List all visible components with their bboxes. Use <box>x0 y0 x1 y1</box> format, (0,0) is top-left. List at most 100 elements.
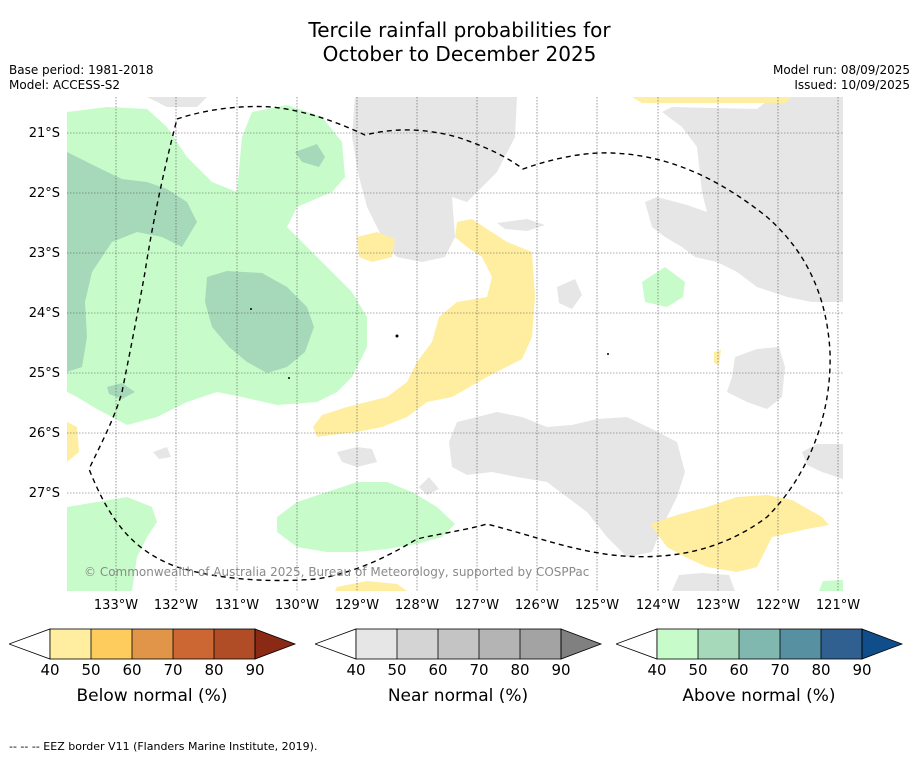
near-region-small-5 <box>153 447 171 459</box>
footer-legend: -- -- -- EEZ border V11 (Flanders Marine… <box>9 740 318 753</box>
below-region-small-top <box>357 232 395 262</box>
marker-1 <box>250 308 252 310</box>
near-region-east-bottom <box>802 444 843 479</box>
lat-label: 27°S <box>28 486 60 501</box>
colorbar-near-tick: 70 <box>469 661 489 679</box>
colorbar-above-svg <box>614 628 904 660</box>
colorbar-below-tick: 80 <box>204 661 224 679</box>
colorbar-above-title: Above normal (%) <box>682 686 836 706</box>
below-region-west-edge <box>67 422 79 462</box>
colorbar-near-tick: 90 <box>551 661 571 679</box>
model-run: Model run: 08/09/2025 <box>772 63 910 77</box>
lon-label: 133°W <box>93 598 139 613</box>
near-region-bottom-right <box>672 573 735 591</box>
lat-label: 25°S <box>28 366 60 381</box>
colorbar-swatch <box>397 629 438 659</box>
colorbar-near-tick: 50 <box>387 661 407 679</box>
colorbar-near-tick: 60 <box>428 661 448 679</box>
near-region-top-center <box>352 97 517 262</box>
colorbar-swatch <box>780 629 821 659</box>
map-svg <box>67 97 843 591</box>
colorbar-swatch <box>739 629 780 659</box>
colorbar-swatch <box>479 629 520 659</box>
below-region-small-east <box>714 350 721 365</box>
colorbar-swatch <box>91 629 132 659</box>
colorbar-below-tick: 70 <box>163 661 183 679</box>
lon-label: 128°W <box>394 598 440 613</box>
issued-date: Issued: 10/09/2025 <box>794 78 910 92</box>
marker-4 <box>288 377 290 379</box>
colorbar-below-svg <box>7 628 297 660</box>
near-region-east-mid <box>727 347 785 409</box>
above-normal-dark-regions <box>67 144 325 399</box>
above-region-corner <box>819 580 843 591</box>
map-canvas <box>67 97 843 591</box>
colorbar-swatch <box>356 629 397 659</box>
lon-label: 123°W <box>695 598 741 613</box>
above-dark-center <box>205 271 314 373</box>
above-region-south-center <box>277 482 455 552</box>
lon-label: 125°W <box>574 598 620 613</box>
small-markers <box>250 308 609 379</box>
lon-label: 126°W <box>514 598 560 613</box>
colorbar-above-tick: 60 <box>729 661 749 679</box>
lon-label: 121°W <box>815 598 861 613</box>
lon-label: 127°W <box>454 598 500 613</box>
lon-label: 131°W <box>214 598 260 613</box>
colorbar-near-tick: 80 <box>510 661 530 679</box>
colorbar-below-tick: 60 <box>122 661 142 679</box>
below-region-center <box>313 219 535 437</box>
below-normal-regions <box>67 97 829 591</box>
title-line-2: October to December 2025 <box>322 42 597 66</box>
colorbar-below-tick: 90 <box>245 661 265 679</box>
lat-label: 22°S <box>28 186 60 201</box>
colorbar-near-title: Near normal (%) <box>387 686 529 706</box>
above-dark-top <box>295 144 325 167</box>
lon-label: 124°W <box>635 598 681 613</box>
eez-border <box>88 105 831 582</box>
colorbar-above-tick: 70 <box>770 661 790 679</box>
colorbar-swatch <box>173 629 214 659</box>
meta-left: Base period: 1981-2018 Model: ACCESS-S2 <box>9 63 154 93</box>
above-region-east-small <box>642 267 685 307</box>
colorbar-above-tick: 50 <box>688 661 708 679</box>
near-region-center-bottom <box>449 412 685 557</box>
colorbar-near <box>313 627 605 661</box>
colorbar-swatch <box>821 629 862 659</box>
colorbar-above-tick: 40 <box>647 661 667 679</box>
near-region-small-2 <box>497 219 545 231</box>
colorbar-swatch <box>657 629 698 659</box>
below-region-top-right <box>632 97 792 103</box>
lat-label: 24°S <box>28 306 60 321</box>
colorbar-swatch <box>132 629 173 659</box>
above-dark-west <box>67 152 197 372</box>
colorbar-below-tick: 40 <box>40 661 60 679</box>
colorbar-swatch <box>698 629 739 659</box>
map-title: Tercile rainfall probabilities for Octob… <box>0 18 919 66</box>
copyright-text: © Commonwealth of Australia 2025, Bureau… <box>84 565 590 579</box>
near-region-small-1 <box>557 279 582 309</box>
meta-right: Model run: 08/09/2025 Issued: 10/09/2025 <box>773 63 910 93</box>
colorbar-above <box>614 627 906 661</box>
below-region-bottom-center <box>335 581 407 591</box>
colorbar-above-tick: 90 <box>852 661 872 679</box>
colorbar-near-tick: 40 <box>346 661 366 679</box>
lon-label: 132°W <box>153 598 199 613</box>
colorbar-swatch <box>862 629 902 659</box>
lon-label: 130°W <box>274 598 320 613</box>
colorbar-swatch <box>214 629 255 659</box>
colorbar-below-title: Below normal (%) <box>76 686 228 706</box>
colorbar-swatch <box>50 629 91 659</box>
base-period: Base period: 1981-2018 <box>9 63 154 77</box>
lon-label: 129°W <box>334 598 380 613</box>
lon-label: 122°W <box>755 598 801 613</box>
colorbar-below-tick: 50 <box>81 661 101 679</box>
marker-2 <box>395 334 399 338</box>
colorbar-near-svg <box>313 628 603 660</box>
above-dark-small-west <box>107 383 135 399</box>
model-name: Model: ACCESS-S2 <box>9 78 121 92</box>
colorbar-swatch <box>561 629 601 659</box>
colorbar-swatch <box>520 629 561 659</box>
colorbar-swatch <box>438 629 479 659</box>
grid-lines <box>67 97 843 591</box>
